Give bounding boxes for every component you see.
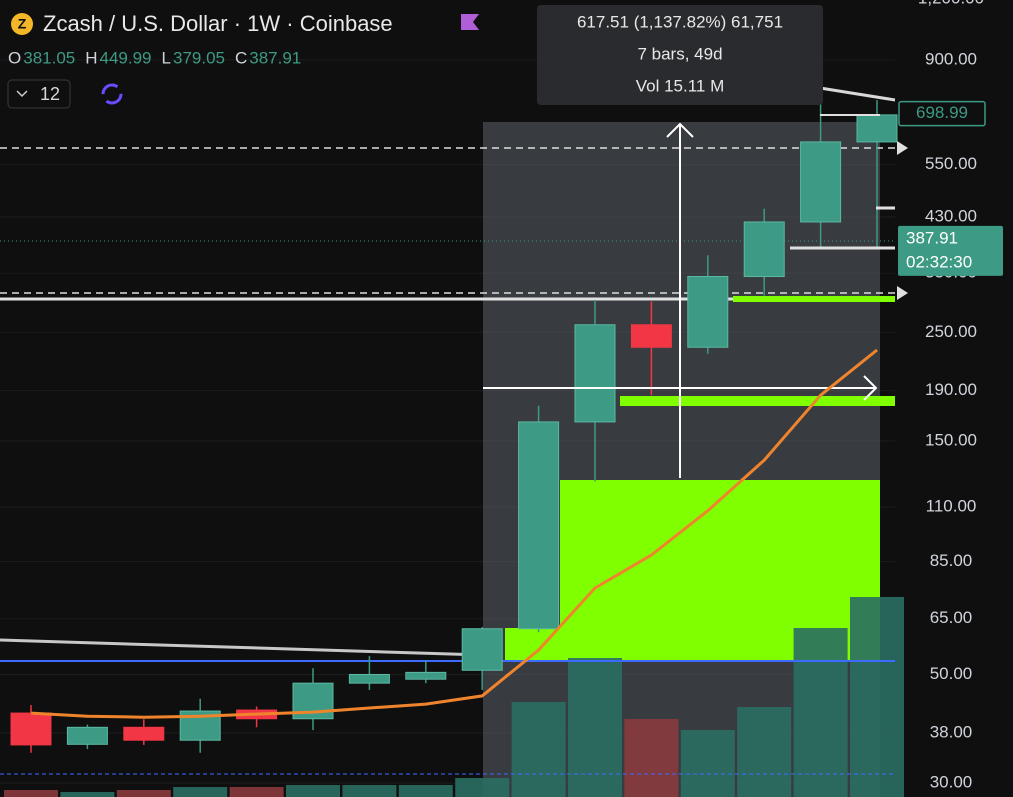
measure-text: 617.51 (1,137.82%) 61,751 bbox=[577, 12, 783, 31]
measure-tooltip bbox=[537, 5, 823, 105]
candle-body bbox=[574, 324, 616, 423]
last-price: 387.91 bbox=[906, 228, 958, 247]
y-tick-label: 430.00 bbox=[925, 206, 977, 225]
volume-bar bbox=[60, 792, 115, 797]
volume-bar bbox=[511, 702, 566, 797]
level-marker bbox=[897, 141, 908, 155]
indicator-count: 12 bbox=[40, 84, 60, 104]
price-label: 698.99 bbox=[916, 103, 968, 122]
candle-body bbox=[66, 726, 108, 745]
volume-pane bbox=[4, 597, 904, 797]
ohlc-value: 387.91 bbox=[249, 48, 301, 67]
y-tick-label: 110.00 bbox=[926, 496, 977, 515]
y-tick-label: 85.00 bbox=[930, 551, 973, 570]
moving-average bbox=[30, 348, 878, 719]
ohlc-legend: O 381.05 H 449.99 L 379.05 C 387.91 bbox=[8, 48, 301, 67]
candle-body bbox=[630, 324, 672, 348]
measure-text: 7 bars, 49d bbox=[637, 44, 722, 63]
ohlc-value: 449.99 bbox=[100, 48, 152, 67]
candle-body bbox=[687, 275, 729, 348]
candles bbox=[10, 100, 898, 753]
candle-body bbox=[348, 673, 390, 684]
volume-bar bbox=[624, 719, 679, 797]
volume-bar bbox=[737, 707, 792, 797]
volume-bar bbox=[398, 785, 453, 797]
y-tick-label: 900.00 bbox=[925, 49, 977, 68]
candle-body bbox=[856, 114, 898, 143]
y-tick-label: 50.00 bbox=[930, 664, 973, 683]
ohlc-key: H bbox=[85, 48, 97, 67]
ma-line bbox=[30, 348, 878, 719]
indicator-toggle[interactable] bbox=[7, 79, 71, 109]
y-tick-label: 30.00 bbox=[930, 773, 973, 792]
candle-body bbox=[800, 141, 842, 223]
ohlc-key: O bbox=[8, 48, 21, 67]
flag-icon[interactable] bbox=[461, 14, 479, 30]
volume-bar bbox=[229, 787, 284, 797]
candle-body bbox=[518, 421, 560, 630]
candle-body bbox=[743, 221, 785, 277]
coin-icon-glyph: Z bbox=[18, 16, 27, 32]
trend-line bbox=[0, 638, 484, 657]
trend-line bbox=[819, 86, 896, 102]
last-price-box bbox=[898, 225, 1003, 276]
y-tick-label: 190.00 bbox=[925, 380, 977, 399]
candle-body bbox=[10, 712, 52, 746]
volume-bar bbox=[680, 730, 735, 797]
level-marker bbox=[897, 286, 908, 300]
volume-bar bbox=[850, 597, 904, 797]
chevron-icon bbox=[16, 90, 28, 98]
candle-body bbox=[461, 628, 503, 671]
volume-bar bbox=[286, 785, 340, 797]
countdown: 02:32:30 bbox=[906, 252, 972, 271]
y-tick-label: 550.00 bbox=[925, 154, 977, 173]
volume-bar bbox=[4, 790, 58, 797]
y-tick-label: 1,200.00 bbox=[918, 0, 984, 7]
volume-bar bbox=[342, 785, 397, 797]
ohlc-value: 379.05 bbox=[173, 48, 225, 67]
volume-bar bbox=[455, 778, 510, 797]
candle-body bbox=[405, 671, 447, 680]
ohlc-key: C bbox=[235, 48, 247, 67]
measure-arrow bbox=[863, 375, 878, 401]
measure-arrow bbox=[666, 122, 694, 138]
price-label-box bbox=[898, 100, 986, 127]
price-axis: 1,200.00900.00550.00430.00330.00250.0019… bbox=[918, 0, 984, 792]
measure-text: Vol 15.11 M bbox=[636, 76, 725, 95]
volume-bar bbox=[568, 658, 622, 797]
chart-title: Zcash / U.S. Dollar · 1W · Coinbase bbox=[43, 11, 393, 36]
y-tick-label: 38.00 bbox=[930, 722, 973, 741]
candle-body bbox=[123, 726, 165, 741]
y-tick-label: 65.00 bbox=[930, 608, 973, 627]
y-tick-label: 150.00 bbox=[925, 430, 977, 449]
last-price-label: 387.91 02:32:30 bbox=[898, 225, 1003, 276]
ohlc-value: 381.05 bbox=[23, 48, 75, 67]
ohlc-key: L bbox=[162, 48, 171, 67]
y-tick-label: 250.00 bbox=[925, 322, 977, 341]
coin-icon bbox=[11, 13, 33, 35]
volume-bar bbox=[116, 790, 171, 797]
volume-bar bbox=[173, 787, 228, 797]
volume-bar bbox=[793, 628, 848, 797]
refresh-icon[interactable] bbox=[101, 83, 123, 105]
